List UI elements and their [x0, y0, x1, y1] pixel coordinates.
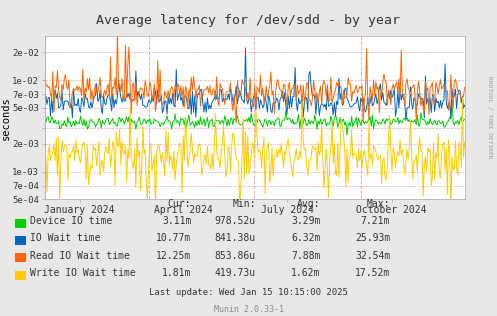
Text: 3.11m: 3.11m	[162, 216, 191, 226]
Text: 12.25m: 12.25m	[156, 251, 191, 261]
Text: Munin 2.0.33-1: Munin 2.0.33-1	[214, 305, 283, 314]
Text: 841.38u: 841.38u	[215, 234, 256, 243]
Text: 10.77m: 10.77m	[156, 234, 191, 243]
Y-axis label: seconds: seconds	[1, 96, 11, 140]
Text: Write IO Wait time: Write IO Wait time	[30, 268, 136, 278]
Text: 3.29m: 3.29m	[291, 216, 321, 226]
Text: Average latency for /dev/sdd - by year: Average latency for /dev/sdd - by year	[96, 14, 401, 27]
Text: 32.54m: 32.54m	[355, 251, 390, 261]
Text: 6.32m: 6.32m	[291, 234, 321, 243]
Text: 17.52m: 17.52m	[355, 268, 390, 278]
Text: 1.81m: 1.81m	[162, 268, 191, 278]
Text: IO Wait time: IO Wait time	[30, 234, 100, 243]
Text: Device IO time: Device IO time	[30, 216, 112, 226]
Text: Avg:: Avg:	[297, 199, 321, 209]
Text: 978.52u: 978.52u	[215, 216, 256, 226]
Text: 1.62m: 1.62m	[291, 268, 321, 278]
Text: 419.73u: 419.73u	[215, 268, 256, 278]
Text: 25.93m: 25.93m	[355, 234, 390, 243]
Text: Read IO Wait time: Read IO Wait time	[30, 251, 130, 261]
Text: RRDTOOL / TOBI OETIKER: RRDTOOL / TOBI OETIKER	[487, 76, 492, 158]
Text: Last update: Wed Jan 15 10:15:00 2025: Last update: Wed Jan 15 10:15:00 2025	[149, 289, 348, 297]
Text: Max:: Max:	[367, 199, 390, 209]
Text: Cur:: Cur:	[168, 199, 191, 209]
Text: 7.21m: 7.21m	[361, 216, 390, 226]
Text: Min:: Min:	[233, 199, 256, 209]
Text: 853.86u: 853.86u	[215, 251, 256, 261]
Text: 7.88m: 7.88m	[291, 251, 321, 261]
